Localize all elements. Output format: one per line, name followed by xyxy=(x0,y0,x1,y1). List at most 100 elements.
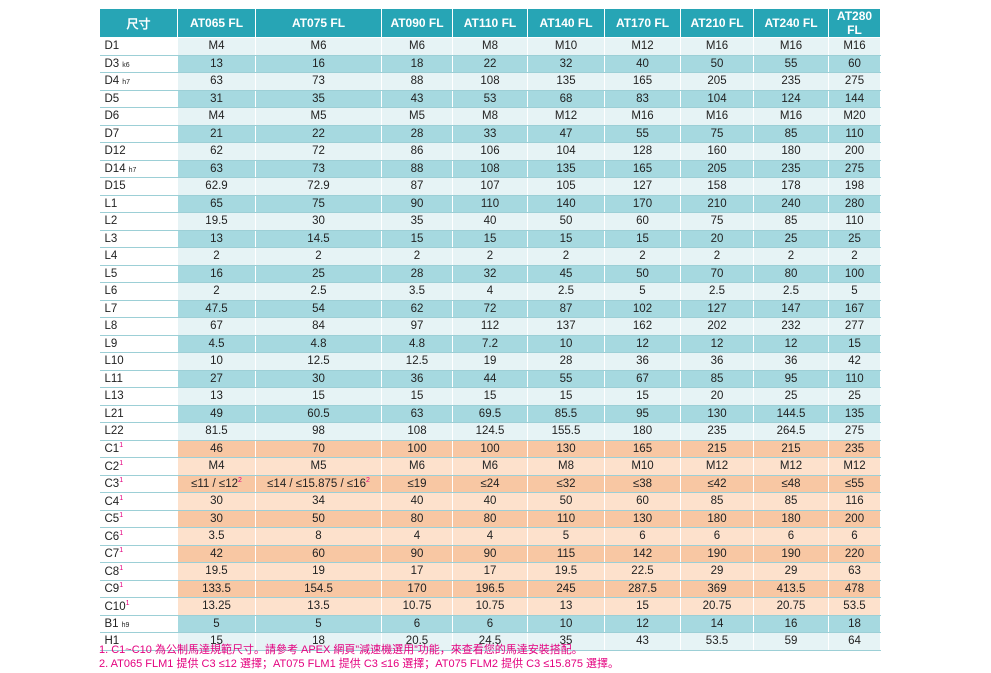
table-cell: 18 xyxy=(828,614,881,633)
label-sup: 1 xyxy=(119,459,124,467)
label-name: L9 xyxy=(104,337,118,350)
table-cell: 170 xyxy=(381,579,453,598)
table-row: D5 31 35 43 53 68 83 104 124 144 xyxy=(99,89,881,108)
table-cell: 280 xyxy=(828,194,881,213)
header-row: 尺寸 AT065 FL AT075 FL AT090 FL AT110 FL AT140 … xyxy=(99,8,881,38)
table-row: D6 M4 M5 M5 M8 M12 M16 M16 M16 M20 xyxy=(99,107,881,126)
table-cell: 62 xyxy=(381,299,453,318)
table-row: D4 h7 63 73 88 108 135 165 205 235 275 xyxy=(99,72,881,91)
row-label: L4 xyxy=(99,247,178,266)
table-cell: M8 xyxy=(527,457,605,476)
table-cell: 10 xyxy=(527,334,605,353)
table-cell: 4 xyxy=(452,527,528,546)
table-cell: 135 xyxy=(527,72,605,91)
table-cell: 144 xyxy=(828,89,881,108)
table-cell: 104 xyxy=(527,142,605,161)
table-cell: 28 xyxy=(381,124,453,143)
row-label: C41 xyxy=(99,492,178,511)
table-cell: 127 xyxy=(680,299,754,318)
table-cell: ≤32 xyxy=(527,474,605,493)
table-row: L10 10 12.5 12.5 19 28 36 36 36 42 xyxy=(99,352,881,371)
table-cell: 30 xyxy=(177,492,256,511)
row-label: D6 xyxy=(99,107,178,126)
table-cell: 25 xyxy=(828,387,881,406)
table-cell: ≤42 xyxy=(680,474,754,493)
header-cell: AT210 FL xyxy=(680,8,754,38)
table-cell: M16 xyxy=(604,107,681,126)
label-name: L4 xyxy=(104,250,118,263)
table-cell: 130 xyxy=(527,439,605,458)
table-cell: 15 xyxy=(255,387,382,406)
table-cell: 106 xyxy=(452,142,528,161)
table-cell: 154.5 xyxy=(255,579,382,598)
table-cell: 85 xyxy=(680,492,754,511)
table-cell: 83 xyxy=(604,89,681,108)
row-label: D5 xyxy=(99,89,178,108)
table-cell: M6 xyxy=(381,37,453,56)
table-cell: 12 xyxy=(680,334,754,353)
table-row: L5 16 25 28 32 45 50 70 80 100 xyxy=(99,264,881,283)
label-name: C1 xyxy=(104,443,120,456)
table-cell: 130 xyxy=(604,509,681,528)
table-cell: 5 xyxy=(255,614,382,633)
label-sup: 1 xyxy=(119,547,124,555)
table-cell: 110 xyxy=(828,212,881,231)
table-cell: 287.5 xyxy=(604,579,681,598)
table-cell: 240 xyxy=(753,194,829,213)
table-cell: 100 xyxy=(828,264,881,283)
table-cell: 15 xyxy=(381,387,453,406)
table-cell: 85 xyxy=(753,492,829,511)
label-sub: h7 xyxy=(122,79,130,87)
table-cell: 178 xyxy=(753,177,829,196)
table-cell: 215 xyxy=(753,439,829,458)
table-cell: 112 xyxy=(452,317,528,336)
table-cell: M16 xyxy=(680,37,754,56)
table-cell: 60 xyxy=(604,492,681,511)
table-cell: M16 xyxy=(828,37,881,56)
table-cell: 81.5 xyxy=(177,422,256,441)
table-cell: 35 xyxy=(381,212,453,231)
table-cell: 18 xyxy=(255,632,382,651)
table-cell: 22 xyxy=(452,54,528,73)
table-cell: 102 xyxy=(604,299,681,318)
table-cell: M5 xyxy=(255,107,382,126)
label-sup: 1 xyxy=(125,599,130,607)
row-label: C101 xyxy=(99,597,178,616)
table-cell: 108 xyxy=(381,422,453,441)
table-cell: 69.5 xyxy=(452,404,528,423)
table-cell: 53 xyxy=(452,89,528,108)
table-cell: 2.5 xyxy=(527,282,605,301)
table-cell: 235 xyxy=(753,72,829,91)
table-cell: 5 xyxy=(828,282,881,301)
label-name: L22 xyxy=(104,425,124,438)
row-label: L7 xyxy=(99,299,178,318)
table-row: L8 67 84 97 112 137 162 202 232 277 xyxy=(99,317,881,336)
table-cell: 62 xyxy=(177,142,256,161)
label-name: C9 xyxy=(104,583,120,596)
table-cell: 147 xyxy=(753,299,829,318)
table-cell: 35 xyxy=(527,632,605,651)
table-row: C31 ≤11 / ≤122 ≤14 / ≤15.875 / ≤162 ≤19 ≤24 ≤… xyxy=(99,474,881,493)
row-label: C21 xyxy=(99,457,178,476)
table-cell: 55 xyxy=(753,54,829,73)
table-cell: 14.5 xyxy=(255,229,382,248)
row-label: L22 xyxy=(99,422,178,441)
table-cell: 54 xyxy=(255,299,382,318)
table-cell: 4 xyxy=(452,282,528,301)
label-name: C3 xyxy=(104,478,120,491)
label-name: L1 xyxy=(104,197,118,210)
table-cell: 53.5 xyxy=(828,597,881,616)
table-cell: 135 xyxy=(828,404,881,423)
table-cell: 35 xyxy=(255,89,382,108)
table-row: C81 19.5 19 17 17 19.5 22.5 29 29 63 xyxy=(99,562,881,581)
table-row: L13 13 15 15 15 15 15 20 25 25 xyxy=(99,387,881,406)
table-cell: 413.5 xyxy=(753,579,829,598)
table-cell: 107 xyxy=(452,177,528,196)
table-cell: 50 xyxy=(527,492,605,511)
table-cell: 5 xyxy=(527,527,605,546)
label-name: C7 xyxy=(104,548,120,561)
table-cell: 43 xyxy=(604,632,681,651)
table-cell: 29 xyxy=(753,562,829,581)
table-cell: ≤24 xyxy=(452,474,528,493)
table-cell: 165 xyxy=(604,159,681,178)
